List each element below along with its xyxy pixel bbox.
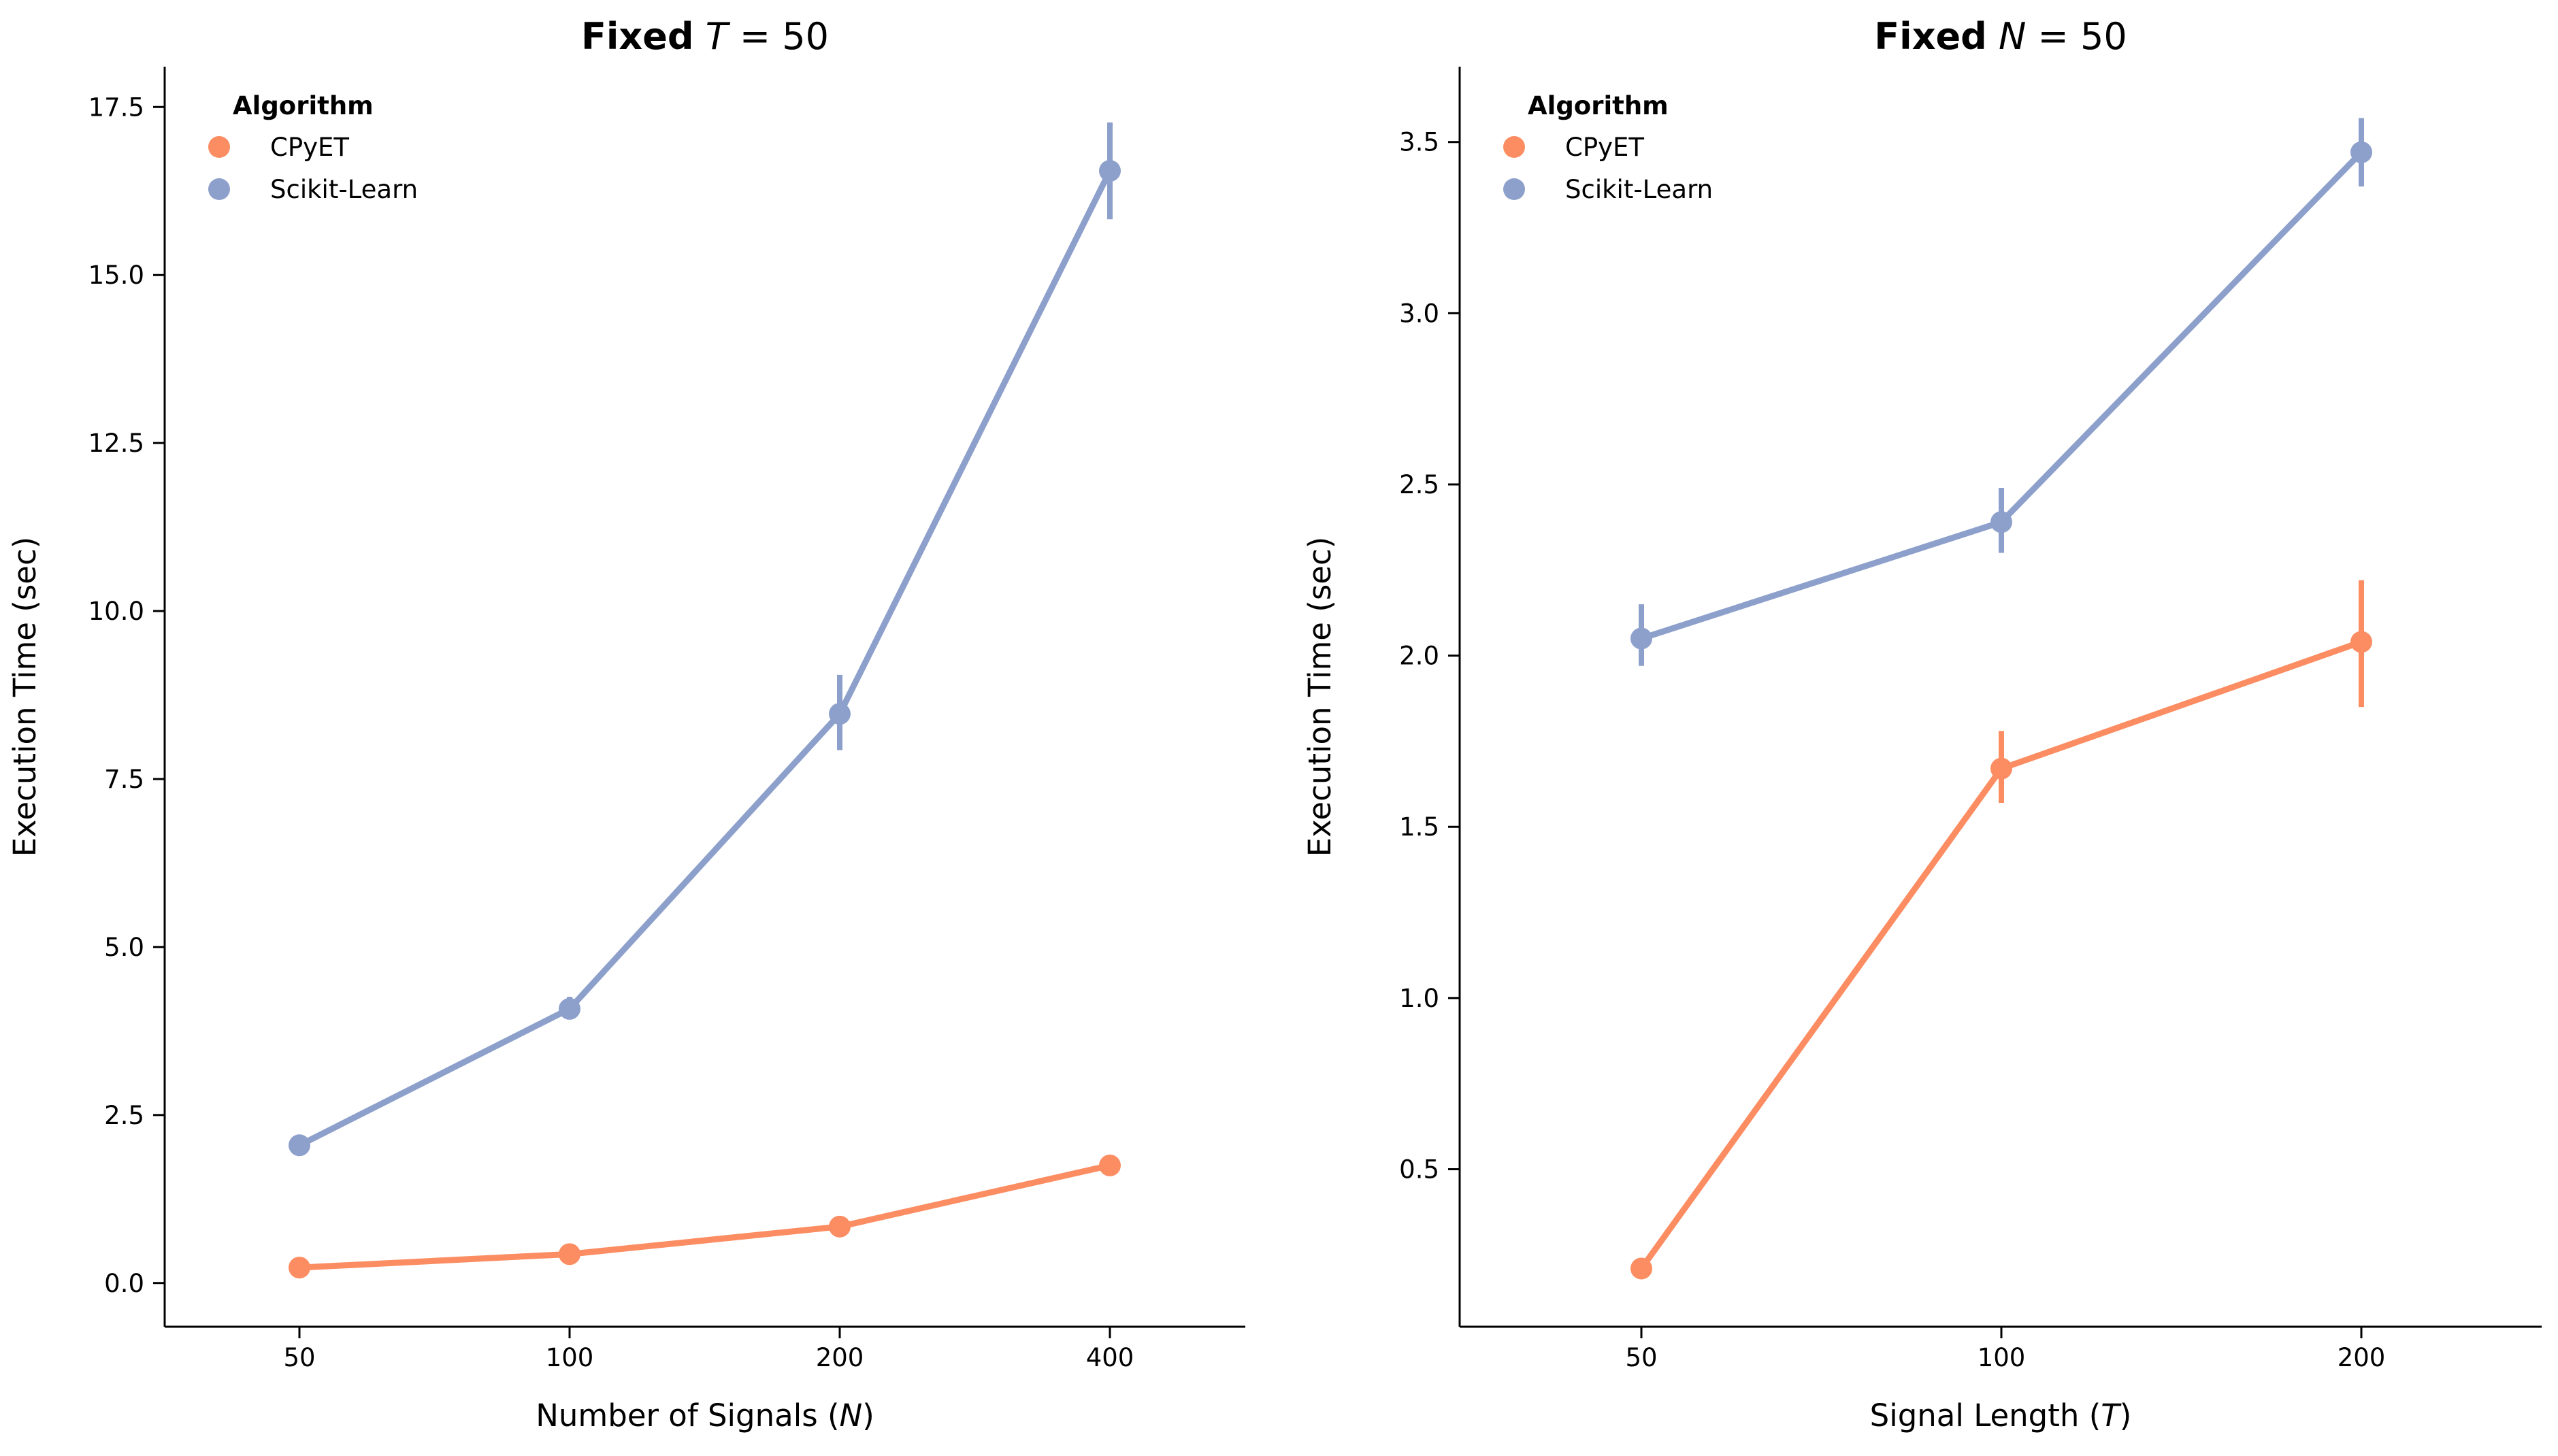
chart-title: Fixed N = 50 [1874,15,2127,58]
y-tick-label: 5.0 [104,933,144,962]
y-tick-label: 17.5 [88,93,144,122]
data-point [1990,511,2012,533]
x-tick-label: 400 [1086,1343,1134,1372]
legend-label: Scikit-Learn [1565,175,1713,204]
data-point [1099,160,1121,182]
data-point [1099,1154,1121,1176]
legend-label: CPyET [270,133,349,162]
y-axis-label: Execution Time (sec) [1302,537,1338,857]
y-tick-label: 3.0 [1399,299,1439,328]
chart-title: Fixed T = 50 [581,15,829,58]
data-point [289,1134,310,1157]
series-line [296,167,1113,1148]
x-tick-label: 100 [546,1343,594,1372]
series-2 [1630,118,2372,666]
x-axis-label: Number of Signals (N) [536,1397,874,1434]
data-point [829,1215,851,1238]
legend-label: Scikit-Learn [270,175,418,204]
legend-label: CPyET [1565,133,1644,162]
chart-panel-2: 0.5 1.0 1.5 2.0 2.5 3.0 3.5 50 100 200 Fixed N = 5… [1302,15,2542,1434]
series-1 [1630,580,2372,1280]
series-1 [289,1154,1121,1279]
y-tick-label: 0.0 [104,1269,144,1298]
data-point [559,997,580,1020]
y-tick-label: 2.5 [104,1101,144,1130]
data-point [1630,1257,1652,1280]
legend-marker [1503,136,1525,158]
y-tick-label: 2.0 [1399,642,1439,671]
y-tick-label: 7.5 [104,765,144,794]
x-tick-label: 50 [283,1343,315,1372]
legend-marker [1503,178,1525,200]
x-tick-label: 100 [1978,1343,2026,1372]
x-tick-label: 200 [816,1343,864,1372]
data-point [289,1257,310,1279]
series-line [296,1162,1113,1271]
y-tick-label: 12.5 [88,429,144,458]
y-tick-label: 1.0 [1399,984,1439,1013]
data-point [2350,631,2372,653]
data-point [1990,757,2012,780]
data-point [559,1243,580,1265]
y-tick-label: 0.5 [1399,1155,1439,1185]
legend-title: Algorithm [233,91,374,120]
legend: Algorithm CPyET Scikit-Learn [208,91,418,204]
series-2 [289,122,1121,1157]
y-tick-label: 2.5 [1399,470,1439,499]
y-axis-label: Execution Time (sec) [7,537,43,857]
y-tick-label: 15.0 [88,261,144,290]
legend: Algorithm CPyET Scikit-Learn [1503,91,1713,204]
x-tick-label: 200 [2338,1343,2386,1372]
x-tick-label: 50 [1625,1343,1657,1372]
legend-marker [208,136,230,158]
y-tick-label: 3.5 [1399,128,1439,157]
x-axis-label: Signal Length (T) [1870,1397,2132,1434]
series-line [1638,149,2365,642]
data-point [829,703,851,725]
y-tick-label: 1.5 [1399,812,1439,842]
data-point [1630,627,1652,650]
legend-marker [208,178,230,200]
y-tick-label: 10.0 [88,597,144,626]
legend-title: Algorithm [1528,91,1669,120]
chart-panel-1: 0.0 2.5 5.0 7.5 10.0 12.5 15.0 17.5 50 100 200 400 F… [7,15,1245,1434]
data-point [2350,141,2372,163]
